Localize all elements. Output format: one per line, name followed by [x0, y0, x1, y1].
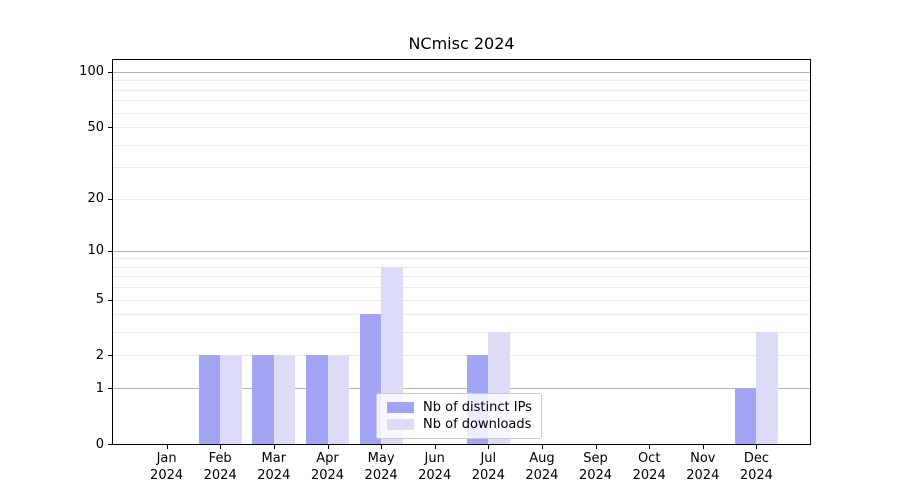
- x-tick-label: May 2024: [364, 451, 398, 483]
- x-tick-label: Mar 2024: [257, 451, 291, 483]
- y-tick-label: 10: [87, 243, 104, 259]
- minor-gridline: [113, 198, 810, 200]
- bar-distinct-ips: [359, 314, 382, 444]
- x-tick-label: Oct 2024: [632, 451, 666, 483]
- x-tick-mark: [166, 445, 168, 449]
- bar-downloads: [327, 355, 349, 444]
- bar-distinct-ips: [734, 388, 757, 444]
- bar-downloads: [220, 355, 242, 444]
- x-tick-mark: [220, 445, 222, 449]
- minor-gridline: [113, 258, 810, 260]
- minor-gridline: [113, 299, 810, 301]
- x-tick-mark: [756, 445, 758, 449]
- bar-distinct-ips: [306, 355, 328, 444]
- minor-gridline: [113, 80, 810, 82]
- x-tick-label: Dec 2024: [739, 451, 773, 483]
- minor-gridline: [113, 112, 810, 114]
- minor-gridline: [113, 276, 810, 278]
- major-gridline: [113, 71, 810, 73]
- x-tick-label: Sep 2024: [578, 451, 613, 483]
- minor-gridline: [113, 287, 810, 289]
- minor-gridline: [113, 144, 810, 146]
- y-tick-label: 50: [87, 119, 104, 135]
- y-tick-label: 20: [87, 191, 104, 206]
- x-tick-label: Aug 2024: [525, 451, 559, 483]
- y-tick-label: 0: [95, 436, 104, 452]
- x-tick-mark: [702, 445, 704, 449]
- bar-distinct-ips: [252, 355, 274, 444]
- bar-distinct-ips: [198, 355, 221, 444]
- minor-gridline: [113, 89, 810, 91]
- y-tick-label: 1: [95, 380, 104, 396]
- legend-item-downloads: Nb of downloads: [387, 416, 532, 433]
- x-tick-label: Nov 2024: [686, 451, 720, 483]
- x-tick-mark: [381, 445, 383, 449]
- x-tick-mark: [649, 445, 651, 449]
- legend: Nb of distinct IPs Nb of downloads: [376, 393, 542, 439]
- y-tick-mark: [108, 299, 112, 301]
- minor-gridline: [113, 355, 810, 357]
- bar-downloads: [273, 355, 296, 444]
- minor-gridline: [113, 266, 810, 268]
- legend-label-distinct-ips: Nb of distinct IPs: [423, 400, 532, 415]
- y-tick-mark: [108, 444, 112, 445]
- x-tick-label: Apr 2024: [310, 451, 345, 483]
- y-tick-label: 2: [95, 347, 104, 363]
- x-tick-mark: [434, 445, 436, 449]
- x-tick-mark: [273, 445, 275, 449]
- major-gridline: [113, 250, 810, 252]
- bar-downloads: [756, 332, 778, 444]
- minor-gridline: [113, 127, 810, 128]
- legend-label-downloads: Nb of downloads: [423, 417, 532, 432]
- chart-title: NCmisc 2024: [408, 34, 515, 53]
- y-tick-label: 5: [95, 292, 104, 307]
- x-tick-label: Jan 2024: [150, 451, 184, 483]
- y-tick-mark: [108, 250, 112, 252]
- legend-swatch-downloads: [387, 419, 414, 430]
- y-tick-mark: [108, 71, 112, 73]
- y-tick-mark: [108, 388, 112, 390]
- major-gridline: [113, 388, 810, 390]
- y-tick-mark: [108, 198, 112, 200]
- minor-gridline: [113, 100, 810, 102]
- y-tick-mark: [108, 355, 112, 357]
- x-tick-label: Jul 2024: [471, 451, 505, 483]
- minor-gridline: [113, 314, 810, 316]
- plot-area: 0 1 2 5 10 20 50 100 Jan 2024 Feb 2024 Mar 2024 Apr…: [79, 59, 811, 483]
- legend-item-distinct-ips: Nb of distinct IPs: [387, 399, 532, 416]
- minor-gridline: [113, 167, 810, 169]
- x-tick-mark: [595, 445, 597, 449]
- y-tick-label: 100: [79, 64, 104, 80]
- x-tick-mark: [327, 445, 329, 449]
- x-tick-mark: [488, 445, 490, 449]
- legend-swatch-distinct-ips: [387, 402, 414, 413]
- x-tick-label: Jun 2024: [418, 451, 452, 483]
- minor-gridline: [113, 332, 810, 334]
- y-tick-mark: [108, 127, 112, 128]
- x-tick-mark: [541, 445, 543, 449]
- x-tick-label: Feb 2024: [203, 451, 237, 483]
